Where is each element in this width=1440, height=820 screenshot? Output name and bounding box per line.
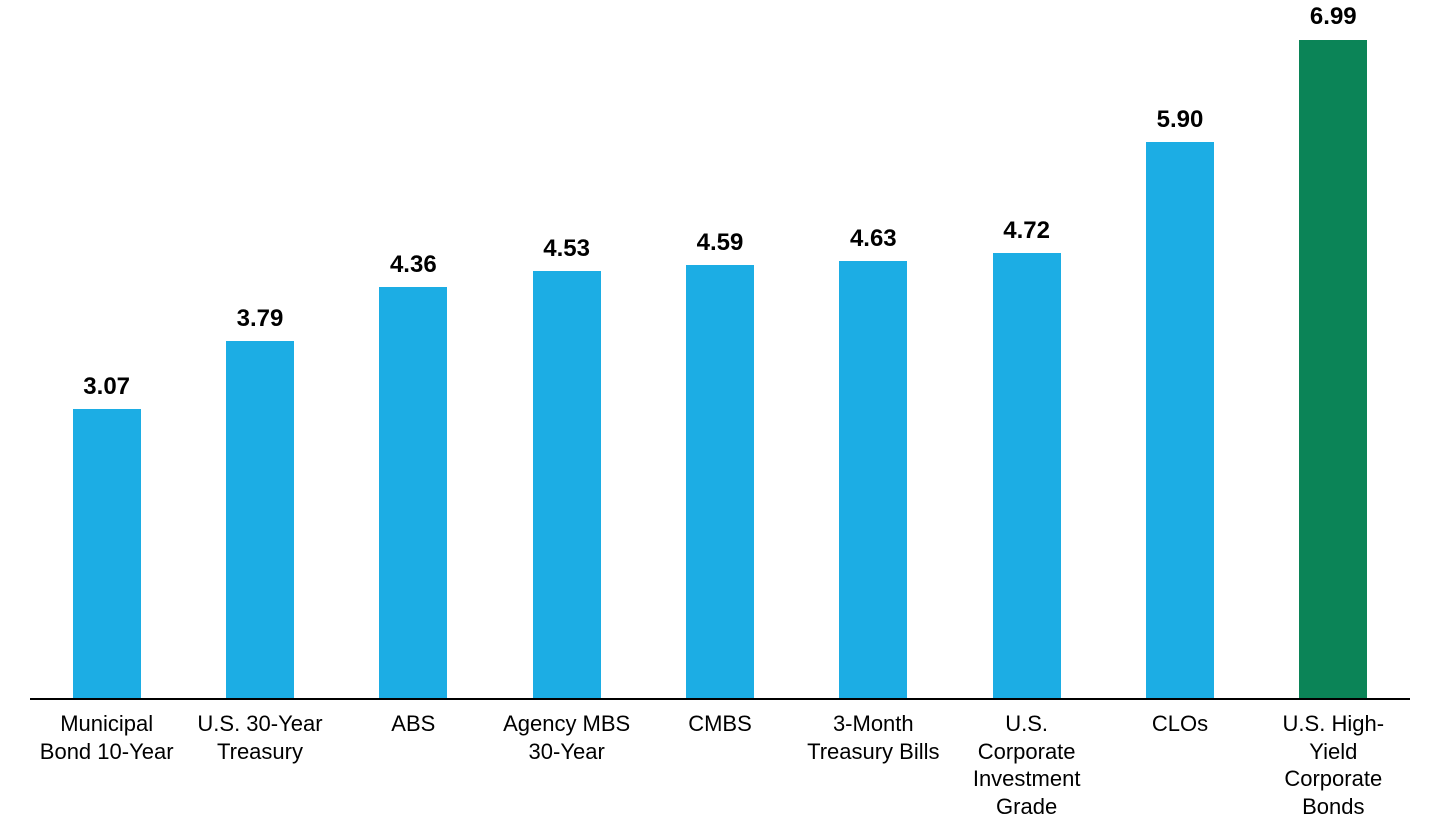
bar-slot: 5.90 bbox=[1103, 40, 1256, 698]
category-label: ABS bbox=[337, 704, 490, 820]
bar-value-label: 4.72 bbox=[950, 217, 1103, 245]
bar bbox=[1146, 142, 1214, 698]
bar-slot: 4.36 bbox=[337, 40, 490, 698]
bar-slot: 4.63 bbox=[797, 40, 950, 698]
bar-slot: 3.79 bbox=[183, 40, 336, 698]
bar-slot: 4.59 bbox=[643, 40, 796, 698]
category-label: U.S. High-Yield Corporate Bonds bbox=[1257, 704, 1410, 820]
bar bbox=[379, 287, 447, 698]
bar bbox=[993, 253, 1061, 698]
bar-slot: 4.53 bbox=[490, 40, 643, 698]
bar bbox=[839, 261, 907, 698]
category-label: CMBS bbox=[643, 704, 796, 820]
category-labels-row: Municipal Bond 10-YearU.S. 30-Year Treas… bbox=[30, 704, 1410, 820]
bar-value-label: 3.79 bbox=[183, 305, 336, 333]
category-label: Agency MBS 30-Year bbox=[490, 704, 643, 820]
bar-value-label: 4.59 bbox=[643, 229, 796, 257]
bar-slot: 6.99 bbox=[1257, 40, 1410, 698]
bar bbox=[1299, 40, 1367, 698]
bar-value-label: 4.53 bbox=[490, 235, 643, 263]
bar-slot: 4.72 bbox=[950, 40, 1103, 698]
bar bbox=[73, 409, 141, 698]
bar-value-label: 3.07 bbox=[30, 373, 183, 401]
bar-value-label: 4.63 bbox=[797, 225, 950, 253]
plot-area: 3.07 3.794.364.534.594.634.72 5.906.99 bbox=[30, 40, 1410, 700]
bar bbox=[226, 341, 294, 698]
category-label: CLOs bbox=[1103, 704, 1256, 820]
category-label: 3-Month Treasury Bills bbox=[797, 704, 950, 820]
category-label: U.S. Corporate Investment Grade bbox=[950, 704, 1103, 820]
bar-value-label: 5.90 bbox=[1103, 106, 1256, 134]
yield-bar-chart: 3.073.794.364.534.594.634.725.906.99 Mun… bbox=[0, 0, 1440, 814]
category-label: U.S. 30-Year Treasury bbox=[183, 704, 336, 820]
bar-slot: 3.07 bbox=[30, 40, 183, 698]
category-label: Municipal Bond 10-Year bbox=[30, 704, 183, 820]
bar bbox=[533, 271, 601, 698]
bar-value-label: 4.36 bbox=[337, 251, 490, 279]
bar bbox=[686, 265, 754, 698]
bar-value-label: 6.99 bbox=[1257, 3, 1410, 31]
